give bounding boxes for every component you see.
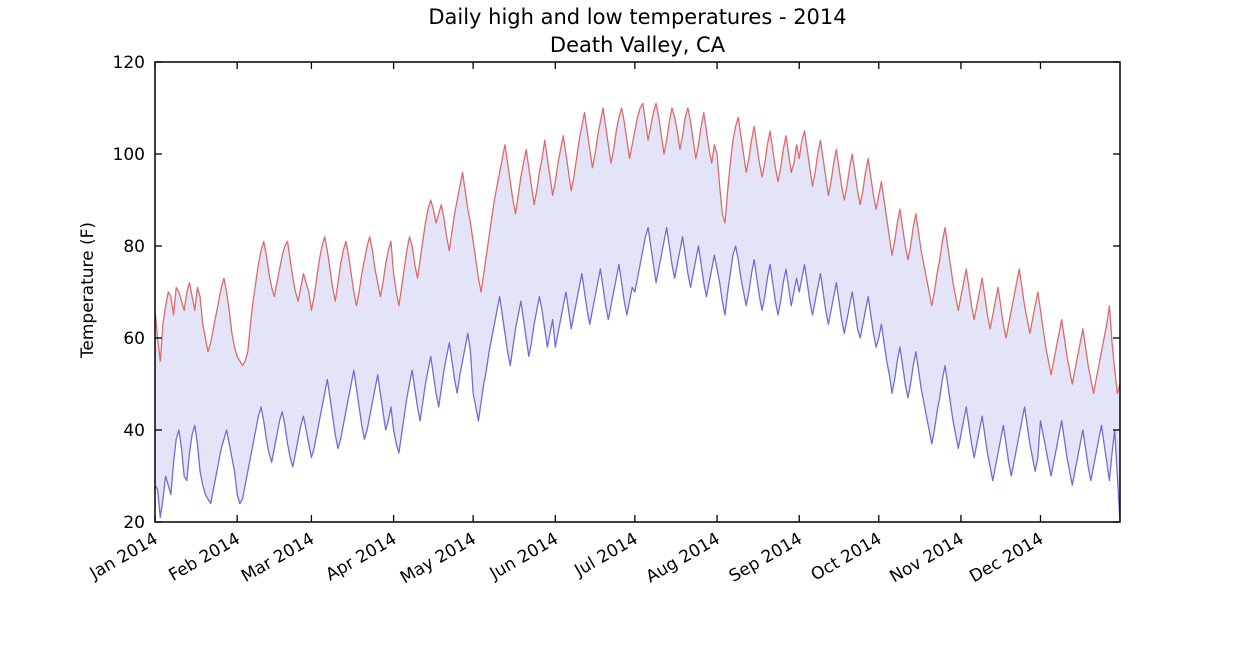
x-tick-label: Mar 2014	[238, 529, 318, 587]
y-tick-label: 100	[113, 145, 145, 165]
chart-title: Daily high and low temperatures - 2014	[428, 5, 847, 29]
low-series-line	[154, 226, 1121, 523]
y-tick-label: 20	[123, 513, 145, 533]
x-tick-label: Sep 2014	[726, 529, 806, 587]
x-tick-label: Aug 2014	[643, 529, 724, 587]
y-tick-label: 40	[123, 421, 145, 441]
x-tick-label: Oct 2014	[808, 529, 886, 585]
x-tick-label: Nov 2014	[887, 529, 968, 587]
x-tick-label: Jul 2014	[571, 529, 642, 581]
x-tick-label: Apr 2014	[322, 529, 400, 585]
x-tick-label: Dec 2014	[966, 529, 1047, 587]
chart-title-block: Daily high and low temperatures - 2014 D…	[155, 3, 1120, 60]
x-tick-label: May 2014	[397, 529, 480, 588]
y-tick-label: 120	[113, 53, 145, 73]
y-tick-label: 80	[123, 237, 145, 257]
chart-subtitle: Death Valley, CA	[549, 33, 726, 58]
high-series-line	[154, 102, 1121, 394]
x-tick-label: Jan 2014	[86, 529, 162, 584]
x-tick-label: Jun 2014	[486, 529, 562, 584]
x-tick-label: Feb 2014	[165, 529, 243, 586]
fill-between-area	[155, 103, 1120, 523]
axes-frame	[154, 61, 1121, 523]
y-tick-label: 60	[123, 329, 145, 349]
